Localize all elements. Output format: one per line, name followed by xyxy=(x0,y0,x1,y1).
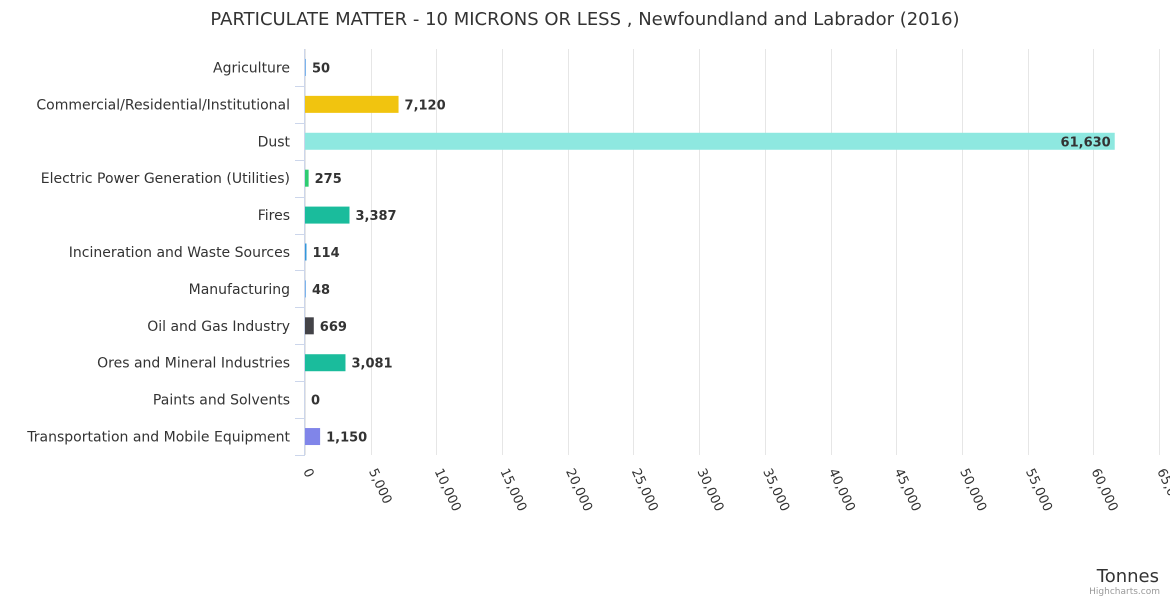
value-axis-title: Tonnes xyxy=(1096,566,1159,587)
bar[interactable] xyxy=(305,132,1115,150)
bar[interactable] xyxy=(305,206,350,224)
x-tick-label: 40,000 xyxy=(825,466,858,514)
category-label: Incineration and Waste Sources xyxy=(69,245,290,261)
x-tick-label: 50,000 xyxy=(956,466,989,514)
x-axis-ticks: 0 5,000 10,000 15,000 20,000 25,000 30,000 35,0… xyxy=(299,466,1170,514)
x-tick-label: 15,000 xyxy=(496,466,529,514)
bar[interactable] xyxy=(305,243,307,261)
x-tick-label: 20,000 xyxy=(562,466,595,514)
category-label: Oil and Gas Industry xyxy=(147,319,290,335)
x-tick-label: 65,000 xyxy=(1153,466,1170,514)
credits-link[interactable]: Highcharts.com xyxy=(1089,587,1160,597)
data-label: 669 xyxy=(320,320,347,335)
x-tick-label: 5,000 xyxy=(365,466,394,506)
x-tick-label: 0 xyxy=(299,466,316,480)
data-label: 7,120 xyxy=(405,98,446,113)
x-tick-label: 55,000 xyxy=(1022,466,1055,514)
data-label: 114 xyxy=(312,246,339,261)
category-label: Paints and Solvents xyxy=(153,393,290,409)
grid-lines xyxy=(295,49,1160,456)
category-label: Fires xyxy=(258,208,290,224)
data-label: 3,387 xyxy=(355,209,396,224)
category-label: Manufacturing xyxy=(189,282,290,298)
chart-title: PARTICULATE MATTER - 10 MICRONS OR LESS … xyxy=(210,9,959,30)
data-label: 1,150 xyxy=(326,431,367,446)
x-tick-label: 30,000 xyxy=(694,466,727,514)
category-label: Electric Power Generation (Utilities) xyxy=(41,171,290,187)
x-tick-label: 45,000 xyxy=(891,466,924,514)
x-tick-label: 35,000 xyxy=(759,466,792,514)
category-label: Agriculture xyxy=(213,60,290,76)
bar[interactable] xyxy=(305,58,306,76)
category-labels: Agriculture Commercial/Residential/Instit… xyxy=(26,60,290,445)
category-label: Commercial/Residential/Institutional xyxy=(36,97,290,113)
category-label: Transportation and Mobile Equipment xyxy=(26,430,290,446)
x-tick-label: 25,000 xyxy=(628,466,661,514)
category-label: Dust xyxy=(258,134,291,150)
data-label: 61,630 xyxy=(1061,135,1111,150)
data-label: 50 xyxy=(312,61,330,76)
x-tick-label: 60,000 xyxy=(1088,466,1121,514)
bar[interactable] xyxy=(305,317,314,335)
bar[interactable] xyxy=(305,169,309,187)
bar[interactable] xyxy=(305,354,346,372)
data-labels: 50 7,120 61,630 275 3,387 114 48 669 3,081 0 1,150 xyxy=(311,61,1111,445)
data-label: 48 xyxy=(312,283,330,298)
category-label: Ores and Mineral Industries xyxy=(97,356,290,372)
bars xyxy=(305,58,1115,446)
data-label: 275 xyxy=(315,172,342,187)
data-label: 0 xyxy=(311,394,320,409)
bar[interactable] xyxy=(305,280,306,298)
bar[interactable] xyxy=(305,428,321,446)
data-label: 3,081 xyxy=(351,357,392,372)
bar[interactable] xyxy=(305,95,399,113)
x-tick-label: 10,000 xyxy=(431,466,464,514)
